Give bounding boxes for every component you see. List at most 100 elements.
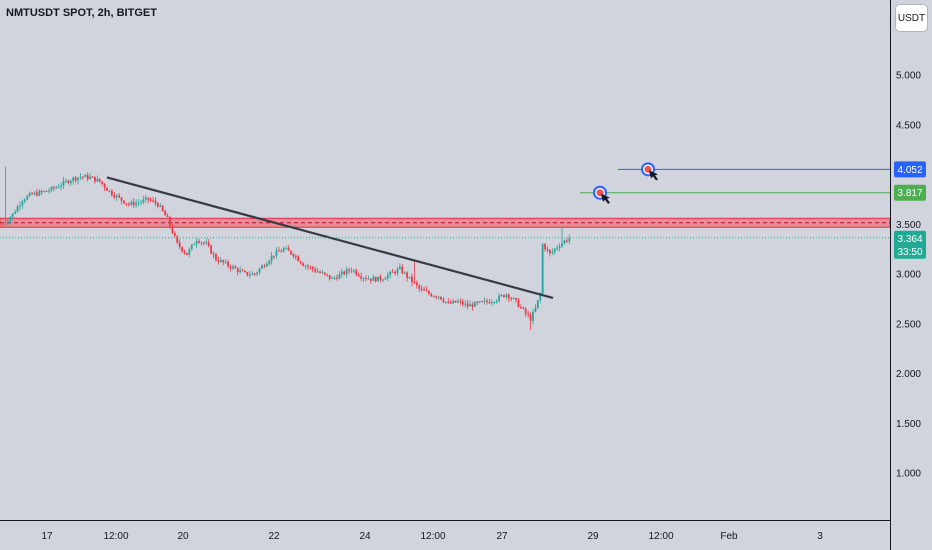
candle-body: [156, 203, 159, 207]
x-tick-label: 17: [41, 531, 53, 542]
currency-button[interactable]: USDT: [895, 4, 928, 32]
candle-body: [14, 211, 16, 214]
candle-body: [396, 268, 399, 274]
candle-body: [336, 277, 338, 279]
candle-body: [519, 306, 522, 308]
candle-body: [498, 295, 500, 301]
candle-body: [374, 277, 377, 282]
candle-body: [258, 268, 261, 273]
candle-body: [522, 307, 525, 309]
candle-body: [505, 294, 508, 298]
candle-body: [275, 250, 278, 256]
candle-body: [287, 248, 290, 251]
y-tick-label: 3.000: [896, 270, 921, 281]
candle-body: [67, 180, 70, 184]
candle-body: [362, 277, 365, 279]
candle-body: [50, 187, 53, 191]
candle-body: [45, 190, 48, 192]
candle-body: [57, 187, 60, 189]
candles: [2, 166, 571, 330]
candle-body: [476, 301, 479, 303]
candle-body: [488, 302, 491, 304]
candle-body: [147, 197, 150, 200]
candle-body: [268, 261, 271, 265]
candle-body: [461, 301, 464, 305]
candle-body: [229, 266, 232, 269]
candle-body: [544, 244, 546, 250]
candle-body: [536, 300, 539, 308]
candle-body: [205, 242, 208, 244]
candle-body: [125, 203, 128, 205]
candle-body: [2, 224, 4, 226]
candle-body: [40, 190, 43, 192]
candle-body: [420, 288, 423, 290]
candle-body: [437, 296, 440, 298]
candle-body: [140, 202, 142, 204]
candle-body: [386, 274, 389, 279]
candle-body: [123, 200, 125, 204]
y-tick-label: 4.500: [896, 120, 921, 131]
candle-body: [398, 266, 401, 269]
candle-body: [304, 265, 307, 267]
candle-body: [65, 180, 67, 182]
candle-body: [415, 282, 418, 286]
candle-body: [171, 226, 174, 234]
candle-body: [391, 271, 394, 273]
candle-body: [534, 307, 537, 312]
candle-body: [309, 266, 312, 268]
candle-body: [503, 295, 505, 298]
candle-body: [261, 265, 263, 269]
candle-body: [568, 238, 571, 242]
candle-body: [195, 241, 198, 245]
candle-body: [23, 199, 26, 202]
candle-body: [343, 271, 346, 275]
y-tick-label: 1.000: [896, 469, 921, 480]
candle-body: [159, 205, 162, 207]
candle-body: [517, 299, 520, 307]
candle-body: [529, 314, 532, 321]
candle-body: [200, 242, 203, 244]
candle-body: [186, 252, 188, 255]
countdown-text: 33:50: [897, 247, 922, 258]
candle-body: [457, 301, 459, 303]
candle-body: [26, 196, 29, 200]
candle-body: [176, 235, 179, 243]
last-price-tag: [894, 230, 926, 259]
candle-body: [106, 187, 108, 191]
candle-body: [350, 270, 353, 272]
candle-body: [563, 240, 566, 244]
candle-body: [169, 216, 171, 227]
candle-body: [207, 242, 210, 246]
candle-body: [469, 304, 471, 307]
candle-body: [507, 294, 510, 299]
candle-body: [251, 273, 254, 275]
candle-body: [248, 274, 251, 276]
candle-body: [130, 201, 133, 205]
candle-body: [234, 266, 237, 269]
candle-body: [411, 276, 413, 283]
chart-title: NMTUSDT SPOT, 2h, BITGET: [6, 7, 157, 19]
x-tick-label: 12:00: [103, 531, 128, 542]
candle-body: [401, 266, 404, 274]
candle-body: [135, 202, 137, 206]
candle-body: [355, 270, 358, 275]
y-tick-label: 2.500: [896, 319, 921, 330]
candle-body: [372, 277, 375, 281]
candle-body: [539, 293, 542, 301]
candle-body: [69, 180, 72, 184]
candle-body: [319, 271, 321, 273]
candle-body: [556, 247, 559, 249]
candle-body: [452, 300, 455, 304]
candle-body: [307, 265, 309, 267]
candle-body: [72, 177, 75, 181]
candle-body: [217, 260, 220, 263]
y-tick-label: 3.500: [896, 220, 921, 231]
candle-body: [558, 246, 561, 248]
candle-body: [483, 300, 486, 302]
candle-body: [500, 295, 503, 297]
candle-body: [512, 298, 515, 300]
target-marker-icon: [593, 185, 610, 204]
x-tick-label: 3: [817, 531, 823, 542]
